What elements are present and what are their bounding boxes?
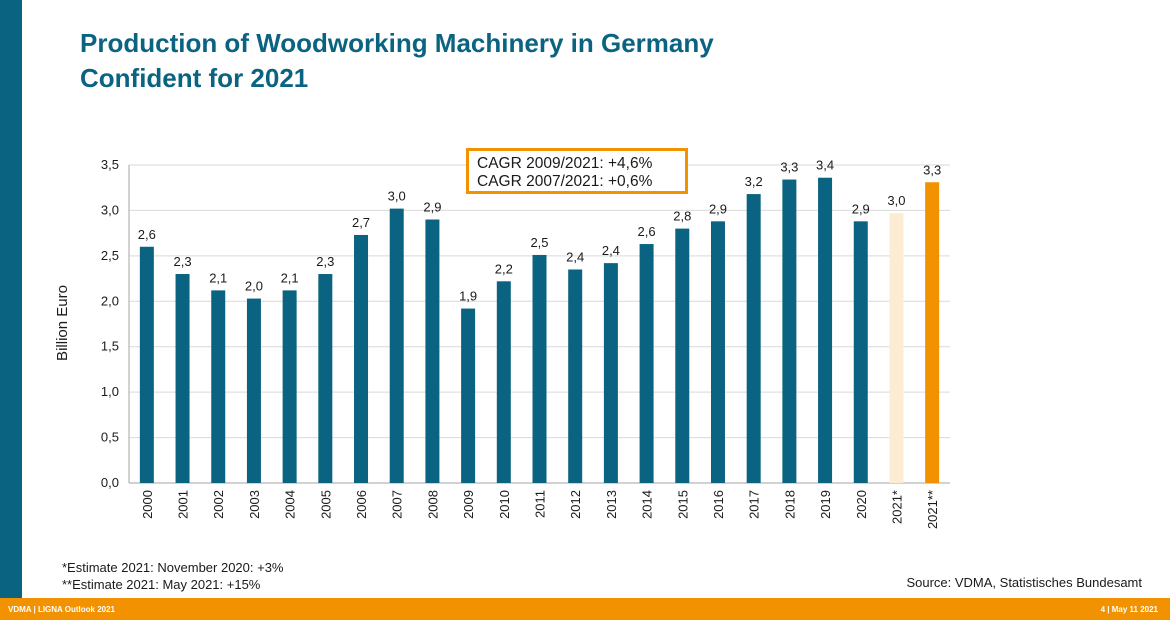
y-tick-label: 1,5 <box>101 339 119 354</box>
data-label: 3,0 <box>388 189 406 204</box>
bar-2019 <box>818 177 833 483</box>
bar-2020 <box>853 221 868 483</box>
footer-bar: VDMA | LIGNA Outlook 2021 4 | May 11 202… <box>0 598 1170 620</box>
bar-2004 <box>282 290 297 483</box>
data-label: 3,0 <box>887 193 905 208</box>
x-tick-label: 2021** <box>925 490 940 529</box>
bar-2007 <box>389 208 404 483</box>
x-tick-label: 2010 <box>497 490 512 519</box>
x-tick-label: 2008 <box>425 490 440 519</box>
data-label: 2,3 <box>174 254 192 269</box>
tick-labels: 0,0 0,5 1,0 1,5 2,0 2,5 3,0 3,5 2000 2001 2002 2003… <box>101 157 940 529</box>
bar-2011 <box>532 254 547 483</box>
bar-2021ss <box>925 182 940 483</box>
data-labels: 2,6 2,3 2,1 2,0 2,1 2,3 2,7 3,0 2,9 1,9 2,2 2,5 2,4 2… <box>138 158 941 304</box>
bar-2014 <box>639 244 654 483</box>
data-label: 2,1 <box>281 270 299 285</box>
x-tick-label: 2012 <box>568 490 583 519</box>
y-tick-label: 1,0 <box>101 384 119 399</box>
x-tick-label: 2006 <box>354 490 369 519</box>
x-tick-label: 2003 <box>247 490 262 519</box>
x-tick-label: 2009 <box>461 490 476 519</box>
bar-2017 <box>746 194 761 483</box>
data-label: 2,7 <box>352 215 370 230</box>
bar-2013 <box>603 263 618 483</box>
x-tick-label: 2014 <box>640 490 655 519</box>
bar-chart: 2,6 2,3 2,1 2,0 2,1 2,3 2,7 3,0 2,9 1,9 2,2 2,5 2,4 2… <box>54 157 950 529</box>
y-tick-label: 3,0 <box>101 202 119 217</box>
bar-2009 <box>461 308 476 483</box>
data-label: 3,2 <box>745 174 763 189</box>
data-label: 3,3 <box>780 160 798 175</box>
footnotes: *Estimate 2021: November 2020: +3% **Est… <box>62 559 284 593</box>
footer-event: VDMA | LIGNA Outlook 2021 <box>8 605 115 614</box>
y-tick-label: 2,5 <box>101 248 119 263</box>
data-label: 2,4 <box>566 249 584 264</box>
bar-2003 <box>246 298 261 483</box>
bar-2001 <box>175 274 190 483</box>
data-label: 2,1 <box>209 270 227 285</box>
side-accent-bar <box>0 0 22 598</box>
bar-2018 <box>782 179 797 483</box>
data-label: 2,9 <box>709 201 727 216</box>
cagr-line-2: CAGR 2007/2021: +0,6% <box>477 173 653 190</box>
y-tick-label: 0,5 <box>101 430 119 445</box>
data-label: 2,9 <box>852 201 870 216</box>
x-tick-label: 2005 <box>318 490 333 519</box>
bar-2016 <box>710 221 725 483</box>
x-tick-label: 2018 <box>782 490 797 519</box>
x-tick-label: 2011 <box>533 490 548 518</box>
x-tick-label: 2017 <box>747 490 762 519</box>
bar-2006 <box>354 234 369 483</box>
x-tick-label: 2001 <box>176 490 191 519</box>
slide-subtitle: Confident for 2021 <box>80 63 309 93</box>
bar-2010 <box>496 281 511 483</box>
source-note: Source: VDMA, Statistisches Bundesamt <box>906 575 1142 590</box>
y-axis-label: Billion Euro <box>54 285 71 361</box>
x-tick-label: 2002 <box>211 490 226 519</box>
bar-2008 <box>425 219 440 483</box>
x-tick-label: 2007 <box>390 490 405 519</box>
bar-2015 <box>675 228 690 483</box>
cagr-line-1: CAGR 2009/2021: +4,6% <box>477 155 653 172</box>
x-tick-label: 2013 <box>604 490 619 519</box>
footnote-estimate-nov: *Estimate 2021: November 2020: +3% <box>62 560 284 575</box>
data-label: 2,2 <box>495 261 513 276</box>
data-label: 2,6 <box>138 227 156 242</box>
x-tick-label: 2004 <box>283 490 298 519</box>
data-label: 1,9 <box>459 289 477 304</box>
x-tick-label: 2000 <box>140 490 155 519</box>
x-tick-label: 2021* <box>889 490 904 524</box>
bar-2000 <box>139 246 154 483</box>
footnote-estimate-may: **Estimate 2021: May 2021: +15% <box>62 577 261 592</box>
cagr-annotation-box: CAGR 2009/2021: +4,6% CAGR 2007/2021: +0… <box>466 148 688 194</box>
data-label: 2,0 <box>245 279 263 294</box>
slide-title: Production of Woodworking Machinery in G… <box>80 28 714 58</box>
data-label: 2,3 <box>316 254 334 269</box>
data-label: 2,9 <box>423 200 441 215</box>
footer-page-date: 4 | May 11 2021 <box>1100 605 1158 614</box>
y-tick-label: 0,0 <box>101 475 119 490</box>
x-tick-label: 2016 <box>711 490 726 519</box>
data-label: 2,8 <box>673 209 691 224</box>
data-label: 3,3 <box>923 162 941 177</box>
y-tick-label: 2,0 <box>101 293 119 308</box>
bar-2021s <box>889 213 904 483</box>
x-tick-label: 2020 <box>854 490 869 519</box>
bar-2005 <box>318 274 333 483</box>
x-tick-label: 2015 <box>675 490 690 519</box>
bar-2002 <box>211 290 226 483</box>
data-label: 2,6 <box>638 224 656 239</box>
data-label: 2,5 <box>530 235 548 250</box>
data-label: 3,4 <box>816 158 834 173</box>
y-tick-label: 3,5 <box>101 157 119 172</box>
x-tick-label: 2019 <box>818 490 833 519</box>
data-label: 2,4 <box>602 243 620 258</box>
bar-2012 <box>568 269 583 483</box>
bars <box>139 177 940 483</box>
